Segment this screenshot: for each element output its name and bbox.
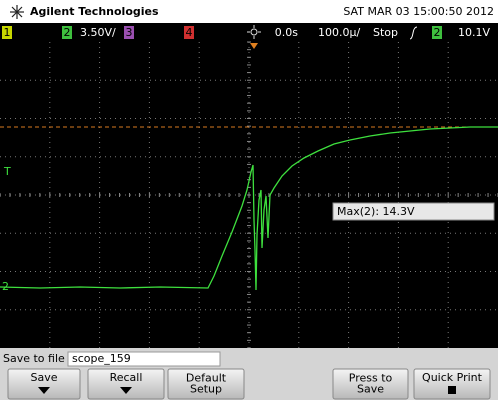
ch2-box [62,26,72,39]
time-scale: 100.0µ/ [318,26,360,39]
header-bar [0,0,498,23]
softkey-label: Save [30,371,57,384]
trigger-source: 2 [434,26,441,39]
softkey[interactable] [332,368,409,400]
softkey[interactable] [7,368,81,400]
ch1-box [2,26,12,39]
trigger-pos-marker [250,43,258,49]
grid [0,41,498,349]
softkey-label: Recall [110,371,143,384]
trigger-marker: T [3,165,11,178]
ch2-scale: 3.50V/ [80,26,116,39]
logo [10,5,24,19]
filename: scope_159 [72,352,131,365]
ch3-label: 3 [126,26,133,39]
waveform [0,126,498,291]
softkey[interactable] [413,368,491,400]
ch4-label: 4 [186,26,193,39]
ch2-label: 2 [64,26,71,39]
time-offset: 0.0s [275,26,298,39]
channel-marker: 2 [2,280,9,293]
softkey[interactable] [87,368,165,400]
softkey-label: Setup [190,383,222,396]
trig-src-box [432,26,442,39]
file-label: Save to file = [3,352,81,365]
trigger-level: 10.1V [458,26,490,39]
softkey-label: Quick Print [422,371,483,384]
slope-icon [409,26,418,40]
filename-field[interactable] [67,351,221,367]
ch3-box [124,26,134,39]
ch1-label: 1 [4,26,11,39]
softkey-label: Save [357,383,384,396]
softkey-label: Press to [349,372,393,385]
print-icon [448,386,456,394]
softkey-label: Default [186,372,227,385]
datetime: SAT MAR 03 15:00:50 2012 [343,5,494,18]
trigger-icon [247,25,261,39]
softkey-arrow [38,387,50,394]
softkey-arrow [120,387,132,394]
ch4-box [184,26,194,39]
run-state: Stop [373,26,398,39]
measurement: Max(2): 14.3V [337,205,415,218]
brand: Agilent Technologies [30,5,159,18]
measurement-box [332,202,495,221]
softkey[interactable] [167,368,245,400]
